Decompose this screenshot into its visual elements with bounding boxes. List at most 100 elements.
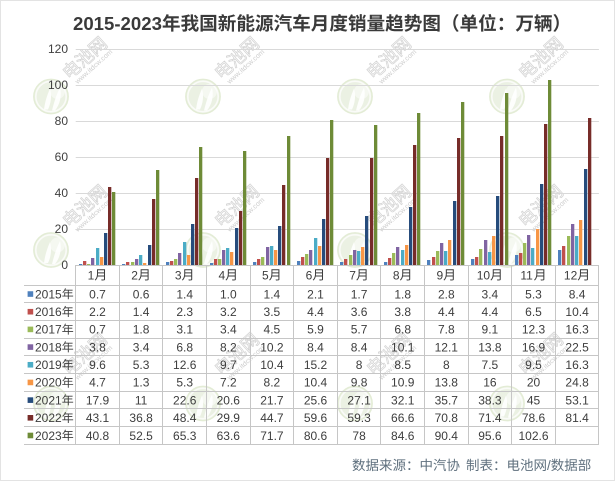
svg-text:0: 0 — [61, 258, 68, 272]
svg-text:2020: 2020 — [35, 376, 62, 390]
svg-text:12.3: 12.3 — [522, 323, 546, 337]
svg-text:3.4: 3.4 — [482, 287, 499, 301]
svg-text:11: 11 — [135, 393, 148, 407]
svg-text:16: 16 — [483, 376, 497, 390]
svg-text:60: 60 — [55, 150, 69, 164]
svg-text:32.1: 32.1 — [391, 393, 415, 407]
svg-text:10.2: 10.2 — [260, 340, 284, 354]
svg-text:1.8: 1.8 — [394, 287, 411, 301]
svg-text:1: 1 — [88, 269, 95, 283]
svg-text:80.6: 80.6 — [304, 429, 328, 443]
svg-text:25.6: 25.6 — [304, 393, 328, 407]
svg-text:3.5: 3.5 — [264, 305, 281, 319]
svg-text:10: 10 — [477, 269, 491, 283]
svg-text:102.6: 102.6 — [518, 429, 548, 443]
svg-text:10.4: 10.4 — [565, 305, 589, 319]
svg-text:0.7: 0.7 — [89, 287, 106, 301]
svg-text:5.3: 5.3 — [133, 358, 150, 372]
svg-text:16.9: 16.9 — [522, 340, 546, 354]
svg-text:10.4: 10.4 — [304, 376, 328, 390]
svg-text:2015: 2015 — [35, 287, 62, 301]
svg-text:8.2: 8.2 — [264, 376, 281, 390]
svg-text:63.6: 63.6 — [217, 429, 241, 443]
svg-text:6.8: 6.8 — [176, 340, 193, 354]
svg-text:9.5: 9.5 — [525, 358, 542, 372]
svg-text:70.8: 70.8 — [435, 411, 459, 425]
svg-text:4.4: 4.4 — [438, 305, 455, 319]
svg-text:16.3: 16.3 — [565, 358, 589, 372]
svg-text:95.6: 95.6 — [478, 429, 502, 443]
svg-text:2023: 2023 — [35, 429, 62, 443]
svg-text:13.8: 13.8 — [435, 376, 459, 390]
svg-text:2022: 2022 — [35, 411, 62, 425]
svg-text:27.1: 27.1 — [347, 393, 371, 407]
svg-text:6.8: 6.8 — [394, 323, 411, 337]
svg-text:8: 8 — [356, 358, 363, 372]
svg-text:/: / — [547, 458, 551, 473]
svg-text:5.9: 5.9 — [307, 323, 324, 337]
svg-text:1.4: 1.4 — [176, 287, 193, 301]
svg-text:2017: 2017 — [35, 323, 62, 337]
svg-text:1.7: 1.7 — [351, 287, 368, 301]
svg-text:1.8: 1.8 — [133, 323, 150, 337]
svg-text:6.5: 6.5 — [525, 305, 542, 319]
svg-text:0.6: 0.6 — [133, 287, 150, 301]
svg-text:9.7: 9.7 — [220, 358, 237, 372]
svg-text:3.1: 3.1 — [176, 323, 193, 337]
svg-text:3.8: 3.8 — [394, 305, 411, 319]
svg-text:8: 8 — [443, 358, 450, 372]
svg-text:8.4: 8.4 — [351, 340, 368, 354]
svg-text:10.1: 10.1 — [391, 340, 415, 354]
svg-text:7: 7 — [349, 269, 356, 283]
svg-text:6: 6 — [306, 269, 313, 283]
svg-text:9.6: 9.6 — [89, 358, 106, 372]
svg-text:3.2: 3.2 — [220, 305, 237, 319]
svg-text:7.2: 7.2 — [220, 376, 237, 390]
svg-text:29.9: 29.9 — [217, 411, 241, 425]
svg-text:35.7: 35.7 — [435, 393, 459, 407]
svg-text:48.4: 48.4 — [173, 411, 197, 425]
svg-text:59.6: 59.6 — [304, 411, 328, 425]
svg-text:22.5: 22.5 — [565, 340, 589, 354]
svg-text:1.3: 1.3 — [133, 376, 150, 390]
svg-text:45: 45 — [527, 393, 541, 407]
svg-text:40: 40 — [55, 186, 69, 200]
svg-text:4.7: 4.7 — [89, 376, 106, 390]
svg-text:2021: 2021 — [35, 393, 62, 407]
svg-text:4.4: 4.4 — [307, 305, 324, 319]
svg-text:84.6: 84.6 — [391, 429, 415, 443]
svg-text:1.4: 1.4 — [264, 287, 281, 301]
svg-text:59.3: 59.3 — [347, 411, 371, 425]
svg-text:3: 3 — [175, 269, 182, 283]
svg-text:40.8: 40.8 — [86, 429, 110, 443]
svg-text:13.8: 13.8 — [478, 340, 502, 354]
svg-text:3.8: 3.8 — [89, 340, 106, 354]
svg-text:12.1: 12.1 — [435, 340, 459, 354]
svg-text:71.7: 71.7 — [260, 429, 284, 443]
svg-text:81.4: 81.4 — [565, 411, 589, 425]
svg-text:12: 12 — [564, 269, 578, 283]
svg-text:2.3: 2.3 — [176, 305, 193, 319]
svg-text:44.7: 44.7 — [260, 411, 284, 425]
svg-text:2.2: 2.2 — [89, 305, 106, 319]
svg-text:16.3: 16.3 — [565, 323, 589, 337]
svg-text:2019: 2019 — [35, 358, 62, 372]
svg-text:0.7: 0.7 — [89, 323, 106, 337]
svg-text:2018: 2018 — [35, 340, 62, 354]
svg-text:7.5: 7.5 — [482, 358, 499, 372]
svg-text:9: 9 — [436, 269, 443, 283]
svg-text:4.5: 4.5 — [264, 323, 281, 337]
svg-text:5.7: 5.7 — [351, 323, 368, 337]
svg-text:80: 80 — [55, 114, 69, 128]
svg-text:52.5: 52.5 — [129, 429, 153, 443]
svg-text:65.3: 65.3 — [173, 429, 197, 443]
svg-text:120: 120 — [48, 42, 68, 56]
svg-text:2.1: 2.1 — [307, 287, 324, 301]
svg-text:8.4: 8.4 — [569, 287, 586, 301]
svg-text:2.8: 2.8 — [438, 287, 455, 301]
svg-text:20.6: 20.6 — [217, 393, 241, 407]
svg-text:3.6: 3.6 — [351, 305, 368, 319]
svg-text:4.4: 4.4 — [482, 305, 499, 319]
svg-text:78.6: 78.6 — [522, 411, 546, 425]
svg-text:2: 2 — [131, 269, 138, 283]
